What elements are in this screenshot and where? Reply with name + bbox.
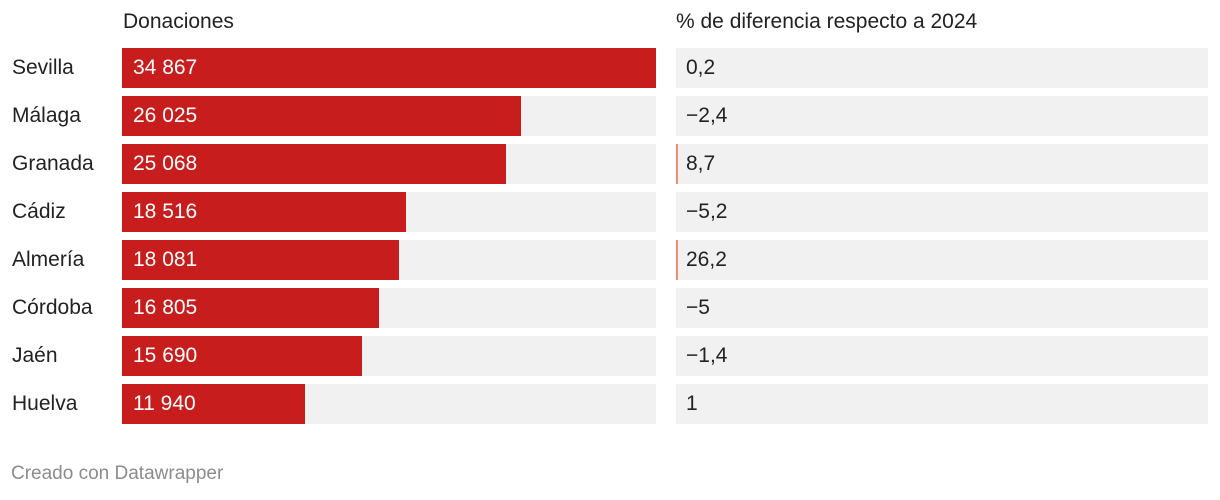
donations-value: 25 068: [133, 152, 198, 175]
pct-track: −2,4: [676, 96, 1208, 136]
province-label: Málaga: [12, 104, 81, 127]
footer-credit[interactable]: Creado con Datawrapper: [11, 463, 224, 484]
donations-bar: 15 690: [122, 336, 362, 376]
table-row: Jaén 15 690 −1,4: [0, 336, 1220, 376]
pct-value: −5: [686, 296, 710, 319]
donations-value: 26 025: [133, 104, 198, 127]
pct-track: 26,2: [676, 240, 1208, 280]
province-label: Jaén: [12, 344, 58, 367]
table-row: Granada 25 068 8,7: [0, 144, 1220, 184]
province-label: Sevilla: [12, 56, 74, 79]
donations-value: 18 516: [133, 200, 198, 223]
donations-track: 25 068: [122, 144, 656, 184]
donations-track: 16 805: [122, 288, 656, 328]
table-row: Sevilla 34 867 0,2: [0, 48, 1220, 88]
pct-track: −5,2: [676, 192, 1208, 232]
province-label: Huelva: [12, 392, 78, 415]
donations-bar: 18 516: [122, 192, 406, 232]
donations-bar: 18 081: [122, 240, 399, 280]
donations-track: 11 940: [122, 384, 656, 424]
donations-value: 11 940: [133, 392, 196, 415]
province-label: Córdoba: [12, 296, 93, 319]
pct-track: 8,7: [676, 144, 1208, 184]
table-row: Córdoba 16 805 −5: [0, 288, 1220, 328]
pct-value: 8,7: [686, 152, 716, 175]
pct-track: −1,4: [676, 336, 1208, 376]
donations-track: 18 516: [122, 192, 656, 232]
donations-track: 26 025: [122, 96, 656, 136]
pct-positive-marker: [676, 144, 678, 184]
donations-value: 34 867: [133, 56, 198, 79]
table-row: Huelva 11 940 1: [0, 384, 1220, 424]
pct-value: 1: [686, 392, 698, 415]
pct-track: 1: [676, 384, 1208, 424]
pct-track: 0,2: [676, 48, 1208, 88]
donations-bar: 11 940: [122, 384, 305, 424]
province-label: Cádiz: [12, 200, 66, 223]
donations-value: 16 805: [133, 296, 198, 319]
header-donaciones: Donaciones: [123, 10, 234, 33]
pct-value: −2,4: [686, 104, 728, 127]
pct-value: −1,4: [686, 344, 728, 367]
table-row: Málaga 26 025 −2,4: [0, 96, 1220, 136]
donations-value: 18 081: [133, 248, 198, 271]
donations-bar: 25 068: [122, 144, 506, 184]
province-label: Granada: [12, 152, 94, 175]
pct-value: 26,2: [686, 248, 727, 271]
header-pct-difference: % de diferencia respecto a 2024: [676, 10, 978, 33]
donations-track: 15 690: [122, 336, 656, 376]
province-label: Almería: [12, 248, 85, 271]
donations-bar: 16 805: [122, 288, 379, 328]
donations-bar: 34 867: [122, 48, 656, 88]
pct-value: −5,2: [686, 200, 728, 223]
pct-value: 0,2: [686, 56, 716, 79]
donations-track: 18 081: [122, 240, 656, 280]
donations-value: 15 690: [133, 344, 198, 367]
table-row: Almería 18 081 26,2: [0, 240, 1220, 280]
pct-track: −5: [676, 288, 1208, 328]
pct-positive-marker: [676, 240, 678, 280]
donations-track: 34 867: [122, 48, 656, 88]
donations-bar: 26 025: [122, 96, 521, 136]
table-row: Cádiz 18 516 −5,2: [0, 192, 1220, 232]
